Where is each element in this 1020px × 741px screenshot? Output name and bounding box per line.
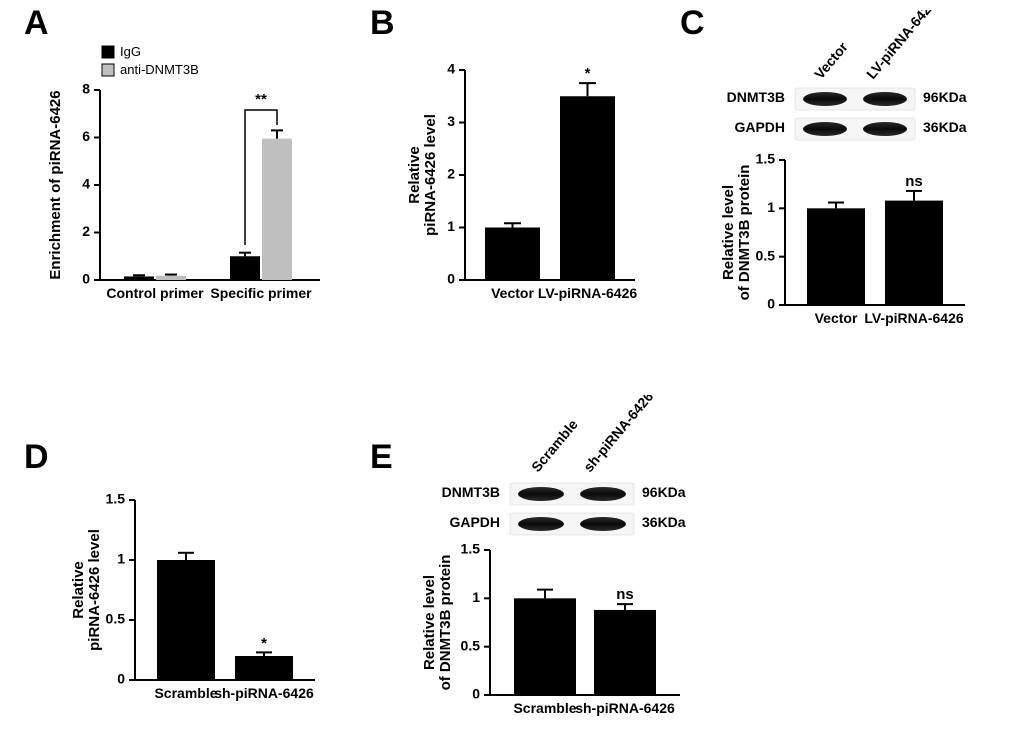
panel-c-chart: 0 0.5 1 1.5 Relative level of DNMT3B pro… <box>710 150 1000 340</box>
svg-text:4: 4 <box>82 176 90 192</box>
panel-a-annot: ** <box>255 91 267 108</box>
panel-e-lane0: Scramble <box>528 416 581 475</box>
panel-d-annot: * <box>261 635 267 652</box>
svg-text:0.5: 0.5 <box>106 611 126 627</box>
legend-anti: anti-DNMT3B <box>120 62 199 77</box>
figure-root: A B C D E IgG anti-DNMT3B 0 <box>0 0 1020 741</box>
panel-e-cat0: Scramble <box>513 700 576 716</box>
panel-d-ytitle1: Relative <box>70 561 87 619</box>
panel-c-lane1: LV-piRNA-6426 <box>863 10 939 82</box>
svg-text:0: 0 <box>767 296 775 312</box>
panel-e-chart: 0 0.5 1 1.5 Relative level of DNMT3B pro… <box>410 540 710 735</box>
panel-a-chart: IgG anti-DNMT3B 0 2 4 6 8 Enrichment of … <box>40 40 340 320</box>
svg-text:4: 4 <box>447 61 455 77</box>
svg-text:3: 3 <box>447 113 455 129</box>
panel-b-cat0: Vector <box>491 285 534 301</box>
panel-c-cat0: Vector <box>815 310 858 326</box>
svg-text:1.5: 1.5 <box>106 491 126 507</box>
panel-c-cat1: LV-piRNA-6426 <box>864 310 964 326</box>
panel-d-chart: 0 0.5 1 1.5 Relative piRNA-6426 level * … <box>60 480 340 730</box>
panel-a-ytitle: Enrichment of piRNA-6426 <box>47 90 64 279</box>
panel-c-row1-mw: 36KDa <box>923 119 967 135</box>
svg-text:1: 1 <box>447 218 455 234</box>
panel-e-row1-mw: 36KDa <box>642 514 686 530</box>
svg-text:1: 1 <box>767 199 775 215</box>
panel-e-ytitle1: Relative level <box>421 575 438 670</box>
panel-c-row0-mw: 96KDa <box>923 89 967 105</box>
panel-e-blot: Scramble sh-piRNA-6426 DNMT3B 96KDa GAPD… <box>400 395 720 545</box>
panel-e-lane1: sh-piRNA-6426 <box>580 395 656 475</box>
svg-text:1.5: 1.5 <box>756 151 776 167</box>
svg-text:0.5: 0.5 <box>756 247 776 263</box>
panel-c-lane0: Vector <box>811 38 851 81</box>
svg-text:1.5: 1.5 <box>461 541 481 557</box>
panel-letter-e: E <box>370 438 393 477</box>
svg-text:0: 0 <box>447 271 455 287</box>
panel-b-chart: 0 1 2 3 4 Relative piRNA-6426 level * Ve… <box>395 40 665 320</box>
panel-d-ytitle2: piRNA-6426 level <box>86 529 103 651</box>
panel-e-row0-mw: 96KDa <box>642 484 686 500</box>
panel-a-cat0: Control primer <box>106 285 204 301</box>
panel-a-cat1: Specific primer <box>210 285 312 301</box>
panel-e-row1-label: GAPDH <box>449 514 500 530</box>
panel-b-ytitle1: Relative <box>406 146 423 204</box>
panel-letter-d: D <box>24 438 49 477</box>
svg-text:2: 2 <box>82 223 90 239</box>
panel-a-legend: IgG anti-DNMT3B <box>102 44 199 77</box>
panel-c-blot: Vector LV-piRNA-6426 DNMT3B 96KDa GAPDH … <box>695 10 1005 150</box>
panel-letter-a: A <box>24 4 49 43</box>
svg-text:1: 1 <box>117 551 125 567</box>
svg-text:0.5: 0.5 <box>461 637 481 653</box>
panel-c-row0-label: DNMT3B <box>727 89 785 105</box>
panel-e-cat1: sh-piRNA-6426 <box>575 700 675 716</box>
svg-text:6: 6 <box>82 128 90 144</box>
legend-igg: IgG <box>120 44 141 59</box>
panel-letter-b: B <box>370 4 395 43</box>
panel-e-row0-label: DNMT3B <box>442 484 500 500</box>
svg-text:0: 0 <box>472 686 480 702</box>
panel-b-cat1: LV-piRNA-6426 <box>538 285 638 301</box>
svg-text:0: 0 <box>117 671 125 687</box>
panel-b-annot: * <box>585 65 591 82</box>
panel-d-cat1: sh-piRNA-6426 <box>214 685 314 701</box>
panel-d-cat0: Scramble <box>154 685 217 701</box>
svg-text:1: 1 <box>472 589 480 605</box>
panel-c-ytitle2: of DNMT3B protein <box>736 165 753 301</box>
panel-a-yticks: 0 2 4 6 8 <box>82 81 100 287</box>
panel-c-annot: ns <box>905 173 923 190</box>
svg-text:2: 2 <box>447 166 455 182</box>
panel-c-ytitle1: Relative level <box>720 185 737 280</box>
panel-b-ytitle2: piRNA-6426 level <box>422 114 439 236</box>
svg-text:0: 0 <box>82 271 90 287</box>
panel-e-annot: ns <box>616 586 634 603</box>
panel-c-row1-label: GAPDH <box>734 119 785 135</box>
svg-text:8: 8 <box>82 81 90 97</box>
panel-e-ytitle2: of DNMT3B protein <box>437 555 454 691</box>
